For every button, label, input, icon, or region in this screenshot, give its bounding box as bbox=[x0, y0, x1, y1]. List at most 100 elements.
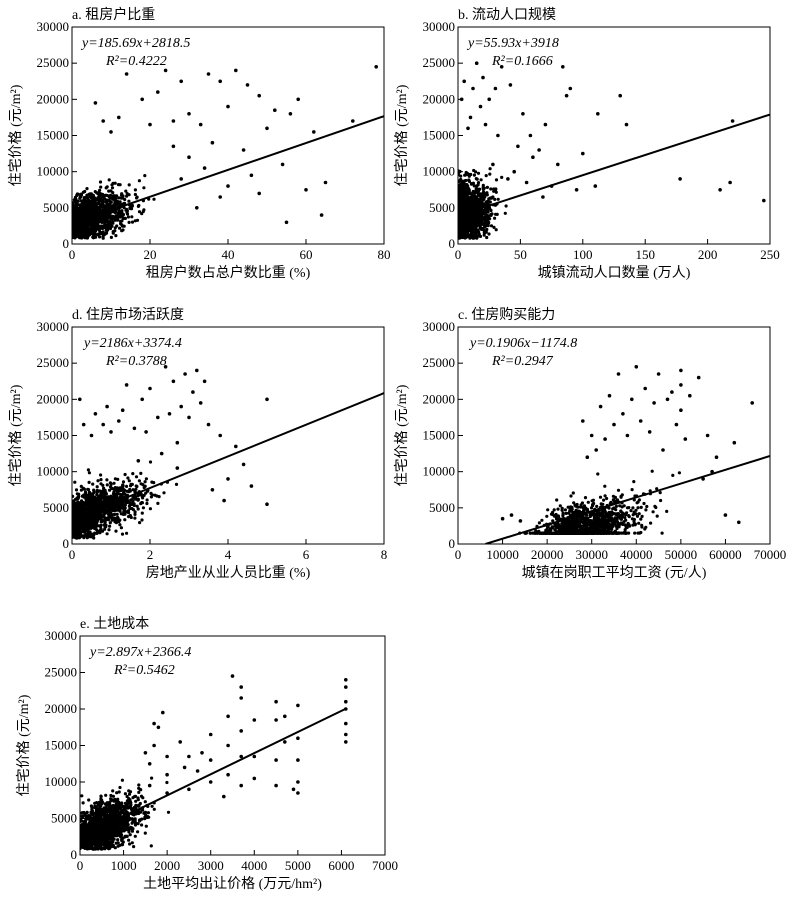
data-point bbox=[136, 459, 141, 463]
data-point bbox=[108, 212, 112, 216]
data-point bbox=[245, 83, 250, 87]
data-point bbox=[86, 488, 91, 492]
data-point bbox=[80, 200, 85, 204]
data-point bbox=[461, 226, 465, 230]
data-point bbox=[257, 191, 262, 196]
data-point bbox=[474, 188, 478, 193]
data-point bbox=[136, 507, 140, 511]
data-point bbox=[127, 220, 131, 224]
data-point bbox=[136, 204, 140, 208]
data-point bbox=[496, 133, 500, 138]
data-point bbox=[77, 236, 82, 240]
data-point bbox=[718, 188, 722, 192]
data-point bbox=[475, 184, 479, 188]
data-point bbox=[72, 512, 75, 516]
data-point bbox=[127, 490, 131, 494]
regression-equation: y=2186x+3374.4 bbox=[82, 336, 182, 351]
data-point bbox=[72, 198, 76, 202]
data-point bbox=[73, 206, 77, 210]
data-point bbox=[79, 192, 83, 196]
y-tick-label: 25000 bbox=[37, 355, 70, 370]
data-point bbox=[99, 489, 103, 493]
data-point bbox=[470, 199, 474, 203]
data-point bbox=[477, 230, 481, 234]
data-point bbox=[120, 495, 124, 499]
panel-title: c. 住房购买能力 bbox=[458, 307, 555, 323]
data-point bbox=[467, 220, 471, 224]
data-point bbox=[84, 203, 88, 207]
data-point bbox=[296, 97, 301, 102]
data-point bbox=[130, 215, 134, 219]
data-point bbox=[222, 498, 226, 503]
data-point bbox=[475, 195, 479, 199]
data-point bbox=[78, 224, 82, 228]
data-point bbox=[114, 503, 118, 507]
data-point bbox=[482, 211, 486, 215]
data-point bbox=[117, 506, 121, 511]
data-point bbox=[148, 122, 152, 127]
data-point bbox=[116, 199, 120, 204]
data-point bbox=[74, 200, 78, 204]
data-point bbox=[109, 430, 113, 434]
data-point bbox=[89, 227, 93, 231]
panel-b: b. 流动人口规模0500010000150002000025000300000… bbox=[394, 7, 780, 281]
data-point bbox=[105, 404, 109, 409]
data-point bbox=[78, 397, 82, 402]
data-point bbox=[109, 482, 113, 486]
data-point bbox=[459, 224, 463, 228]
data-point bbox=[92, 203, 97, 207]
data-point bbox=[556, 162, 560, 167]
data-point bbox=[114, 234, 118, 238]
y-tick-label: 15000 bbox=[423, 128, 456, 143]
data-point bbox=[156, 501, 160, 505]
data-point bbox=[111, 214, 115, 218]
data-point bbox=[104, 218, 109, 222]
x-tick-label: 0 bbox=[455, 247, 462, 262]
data-point bbox=[482, 197, 486, 201]
data-point bbox=[85, 236, 89, 240]
data-point bbox=[101, 201, 105, 205]
data-point bbox=[85, 518, 89, 522]
data-point bbox=[72, 499, 75, 504]
data-point bbox=[99, 517, 103, 521]
data-point bbox=[524, 180, 529, 185]
data-point bbox=[76, 209, 80, 213]
data-point bbox=[351, 119, 355, 123]
data-point bbox=[133, 510, 137, 514]
x-axis-label: 城镇在岗职工平均工资 (元/人) bbox=[522, 565, 707, 581]
data-point bbox=[488, 167, 492, 171]
data-point bbox=[603, 484, 607, 488]
data-point bbox=[103, 502, 107, 506]
data-point bbox=[133, 516, 137, 520]
data-point bbox=[93, 523, 97, 527]
y-tick-label: 20000 bbox=[423, 91, 456, 106]
data-point bbox=[187, 415, 191, 420]
data-point bbox=[109, 189, 113, 193]
data-point bbox=[218, 433, 222, 438]
data-point bbox=[128, 507, 132, 511]
data-point bbox=[257, 93, 262, 98]
data-point bbox=[191, 390, 195, 394]
data-point bbox=[74, 531, 78, 535]
x-tick-label: 8 bbox=[381, 547, 388, 562]
data-point bbox=[459, 174, 463, 178]
data-point bbox=[468, 227, 472, 231]
y-tick-label: 10000 bbox=[37, 464, 70, 479]
plot-area bbox=[72, 65, 384, 240]
data-point bbox=[93, 495, 97, 499]
data-point bbox=[93, 196, 97, 200]
data-point bbox=[86, 534, 91, 538]
x-tick-label: 100 bbox=[573, 247, 593, 262]
plot-area bbox=[72, 365, 384, 540]
data-point bbox=[491, 162, 495, 167]
data-point bbox=[127, 479, 131, 483]
y-axis-label: 住宅价格 (元/m²) bbox=[394, 384, 410, 486]
data-point bbox=[202, 379, 207, 384]
data-point bbox=[91, 219, 96, 223]
y-tick-label: 25000 bbox=[423, 55, 456, 70]
data-point bbox=[506, 177, 510, 181]
data-point bbox=[89, 220, 93, 224]
data-point bbox=[463, 218, 467, 222]
data-point bbox=[98, 203, 103, 207]
